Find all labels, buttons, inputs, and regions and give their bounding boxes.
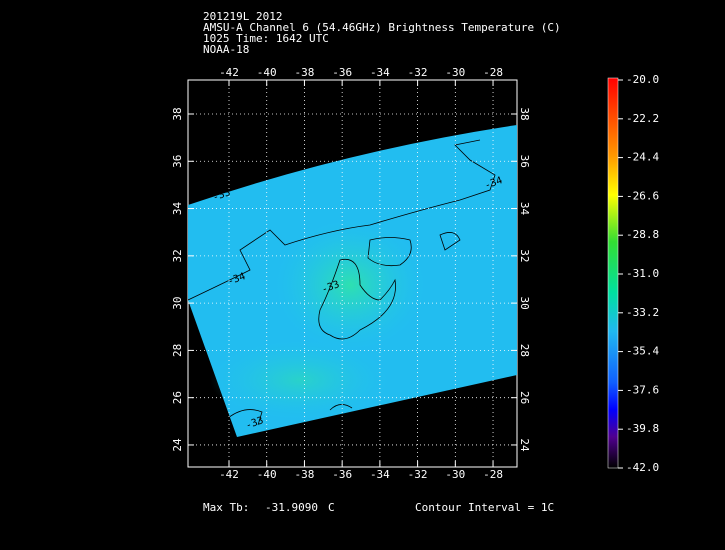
max-unit: C [328, 501, 335, 514]
colorbar-label: -35.4 [626, 345, 659, 358]
contour [367, 237, 412, 267]
lat-label-right: 32 [518, 249, 531, 262]
lat-label-right: 26 [518, 391, 531, 404]
header-line: AMSU-A Channel 6 (54.46GHz) Brightness T… [203, 21, 561, 34]
lat-label-left: 24 [171, 438, 184, 452]
lon-label-bottom: -42 [219, 468, 239, 481]
lon-label-bottom: -28 [483, 468, 503, 481]
header-line: NOAA-18 [203, 43, 249, 56]
lat-label-right: 34 [518, 202, 531, 216]
max-value: -31.9090 [265, 501, 318, 514]
colorbar-label: -20.0 [626, 73, 659, 86]
swath [188, 125, 517, 437]
lat-label-left: 36 [171, 155, 184, 168]
colorbar-label: -24.4 [626, 151, 659, 164]
warm-area [210, 340, 390, 420]
colorbar-label: -31.0 [626, 267, 659, 280]
lon-label-top: -40 [257, 66, 277, 79]
contour [318, 258, 396, 340]
lat-label-right: 28 [518, 344, 531, 357]
lon-label-bottom: -32 [408, 468, 428, 481]
colorbar-labels: -20.0 -22.2 -24.4 -26.6 -28.8 -31.0 -33.2 -35.4… [618, 73, 659, 474]
header-line: 201219L 2012 [203, 10, 282, 23]
colorbar-label: -39.8 [626, 422, 659, 435]
lat-label-left: 28 [171, 344, 184, 357]
contour [329, 404, 353, 411]
lon-label-top: -28 [483, 66, 503, 79]
lat-label-left: 26 [171, 391, 184, 404]
lat-label-left: 34 [171, 202, 184, 216]
warm-area [275, 220, 425, 350]
lat-label-left: 32 [171, 249, 184, 262]
max-label: Max Tb: [203, 501, 249, 514]
lat-label-left: 30 [171, 296, 184, 309]
colorbar-label: -33.2 [626, 306, 659, 319]
lon-label-top: -38 [295, 66, 315, 79]
colorbar [607, 77, 619, 469]
contour [188, 139, 496, 301]
colorbar-label: -37.6 [626, 383, 659, 396]
contour [439, 232, 461, 251]
lat-label-right: 24 [518, 438, 531, 452]
colorbar-label: -42.0 [626, 461, 659, 474]
colorbar-label: -28.8 [626, 228, 659, 241]
colorbar-label: -22.2 [626, 112, 659, 125]
lon-label-top: -42 [219, 66, 239, 79]
lat-label-left: 38 [171, 107, 184, 120]
lon-label-bottom: -34 [370, 468, 390, 481]
grid [188, 80, 517, 467]
lon-label-bottom: -40 [257, 468, 277, 481]
lon-label-top: -32 [408, 66, 428, 79]
lon-label-top: -34 [370, 66, 390, 79]
contour-interval: Contour Interval = 1C [415, 501, 554, 514]
header-line: 1025 Time: 1642 UTC [203, 32, 329, 45]
colorbar-label: -26.6 [626, 189, 659, 202]
lon-label-top: -30 [445, 66, 465, 79]
contour [227, 409, 263, 426]
lat-label-right: 30 [518, 296, 531, 309]
lon-label-top: -36 [332, 66, 352, 79]
lon-label-bottom: -36 [332, 468, 352, 481]
lat-label-right: 36 [518, 155, 531, 168]
lon-label-bottom: -38 [295, 468, 315, 481]
lat-label-right: 38 [518, 107, 531, 120]
lon-label-bottom: -30 [445, 468, 465, 481]
